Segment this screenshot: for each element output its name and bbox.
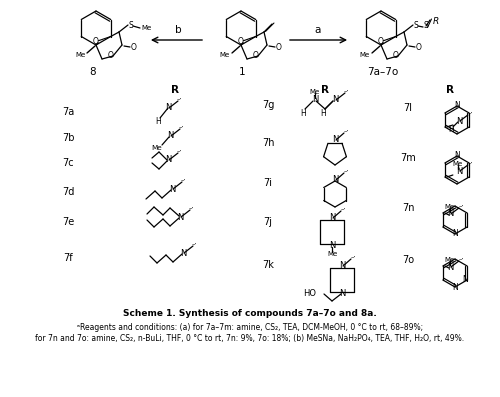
Text: –·: –· <box>459 256 465 262</box>
Text: –·: –· <box>192 241 198 247</box>
Text: N: N <box>452 283 458 291</box>
Text: N: N <box>339 262 345 270</box>
Text: O: O <box>238 37 244 46</box>
Text: Me: Me <box>453 161 463 167</box>
Text: –·: –· <box>459 203 465 209</box>
Text: O: O <box>276 42 282 52</box>
Text: N: N <box>454 152 460 160</box>
Text: R: R <box>321 85 329 95</box>
Text: Me: Me <box>141 25 151 31</box>
Text: 7j: 7j <box>264 217 272 227</box>
Text: 7a: 7a <box>62 107 74 117</box>
Text: HO: HO <box>303 289 316 299</box>
Text: R: R <box>446 85 454 95</box>
Text: –·: –· <box>468 160 474 166</box>
Text: Me: Me <box>445 204 455 210</box>
Text: 7g: 7g <box>262 100 274 110</box>
Text: O: O <box>131 42 137 52</box>
Text: O: O <box>108 52 114 60</box>
Text: N: N <box>452 229 458 239</box>
Text: ᵃReagents and conditions: (a) for 7a–7m: amine, CS₂, TEA, DCM-MeOH, 0 °C to rt, : ᵃReagents and conditions: (a) for 7a–7m:… <box>77 322 423 331</box>
Text: –·: –· <box>344 88 350 94</box>
Text: N: N <box>169 185 175 193</box>
Text: R: R <box>171 85 179 95</box>
Text: 7n: 7n <box>402 203 414 213</box>
Text: Me: Me <box>327 251 337 257</box>
Text: a: a <box>315 25 321 35</box>
Text: 1: 1 <box>238 67 246 77</box>
Text: N: N <box>329 214 335 222</box>
Text: N: N <box>312 96 318 104</box>
Text: N: N <box>332 175 338 185</box>
Text: –·: –· <box>177 96 183 102</box>
Text: –·: –· <box>468 110 474 116</box>
Text: S: S <box>414 21 418 29</box>
Text: O: O <box>393 52 399 60</box>
Text: 7h: 7h <box>262 138 274 148</box>
Text: N: N <box>165 104 171 112</box>
Text: R: R <box>433 17 439 27</box>
Text: N: N <box>446 262 453 272</box>
Text: Scheme 1. Synthesis of compounds 7a–7o and 8a.: Scheme 1. Synthesis of compounds 7a–7o a… <box>123 310 377 318</box>
Text: N: N <box>177 212 183 222</box>
Text: 7l: 7l <box>404 103 412 113</box>
Text: 7d: 7d <box>62 187 74 197</box>
Text: N: N <box>165 156 171 164</box>
Text: N: N <box>454 102 460 110</box>
Text: 7m: 7m <box>400 153 416 163</box>
Text: 7e: 7e <box>62 217 74 227</box>
Text: N: N <box>332 96 338 104</box>
Text: 7b: 7b <box>62 133 74 143</box>
Text: O: O <box>253 52 259 60</box>
Text: Me: Me <box>310 89 320 95</box>
Text: S: S <box>128 21 134 29</box>
Text: 7c: 7c <box>62 158 74 168</box>
Text: N: N <box>339 289 345 299</box>
Text: –·: –· <box>177 148 183 154</box>
Text: N: N <box>180 249 186 258</box>
Text: 7a–7o: 7a–7o <box>368 67 398 77</box>
Text: N: N <box>446 210 453 218</box>
Text: 7o: 7o <box>402 255 414 265</box>
Text: O: O <box>92 37 98 46</box>
Text: for 7n and 7o: amine, CS₂, n-BuLi, THF, 0 °C to rt, 7n: 9%, 7o: 18%; (b) MeSNa, : for 7n and 7o: amine, CS₂, n-BuLi, THF, … <box>36 335 465 343</box>
Text: N: N <box>456 166 462 175</box>
Text: –·: –· <box>189 205 195 211</box>
Text: N: N <box>456 116 462 125</box>
Text: N: N <box>332 135 338 145</box>
Text: –·: –· <box>179 124 185 130</box>
Text: N: N <box>167 131 173 141</box>
Text: 7i: 7i <box>264 178 272 188</box>
Text: –·: –· <box>351 254 357 260</box>
Text: Me: Me <box>220 52 230 58</box>
Text: Me: Me <box>75 52 85 58</box>
Text: 7f: 7f <box>63 253 73 263</box>
Text: O: O <box>378 37 384 46</box>
Text: –·: –· <box>181 177 187 183</box>
Text: S: S <box>424 21 428 31</box>
Text: H: H <box>300 108 306 118</box>
Text: 8: 8 <box>90 67 96 77</box>
Text: N: N <box>462 276 468 285</box>
Text: H: H <box>155 118 161 127</box>
Text: –·: –· <box>344 128 350 134</box>
Text: Me: Me <box>445 257 455 263</box>
Text: H: H <box>320 108 326 118</box>
Text: Me: Me <box>360 52 370 58</box>
Text: 7k: 7k <box>262 260 274 270</box>
Text: –·: –· <box>341 206 347 212</box>
Text: O: O <box>416 42 422 52</box>
Text: b: b <box>174 25 182 35</box>
Text: N: N <box>329 241 335 251</box>
Text: –·: –· <box>344 168 350 174</box>
Text: H: H <box>448 125 454 135</box>
Text: Me: Me <box>152 145 162 151</box>
